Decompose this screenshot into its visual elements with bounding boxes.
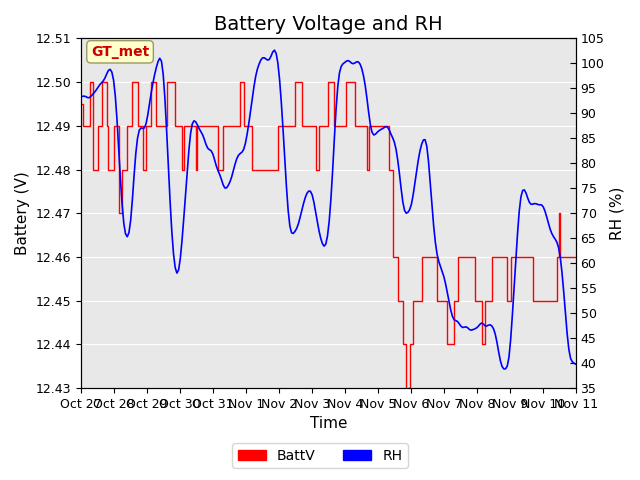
- Legend: BattV, RH: BattV, RH: [232, 443, 408, 468]
- Title: Battery Voltage and RH: Battery Voltage and RH: [214, 15, 443, 34]
- Y-axis label: Battery (V): Battery (V): [15, 171, 30, 255]
- Y-axis label: RH (%): RH (%): [610, 187, 625, 240]
- X-axis label: Time: Time: [310, 417, 347, 432]
- Text: GT_met: GT_met: [91, 45, 149, 59]
